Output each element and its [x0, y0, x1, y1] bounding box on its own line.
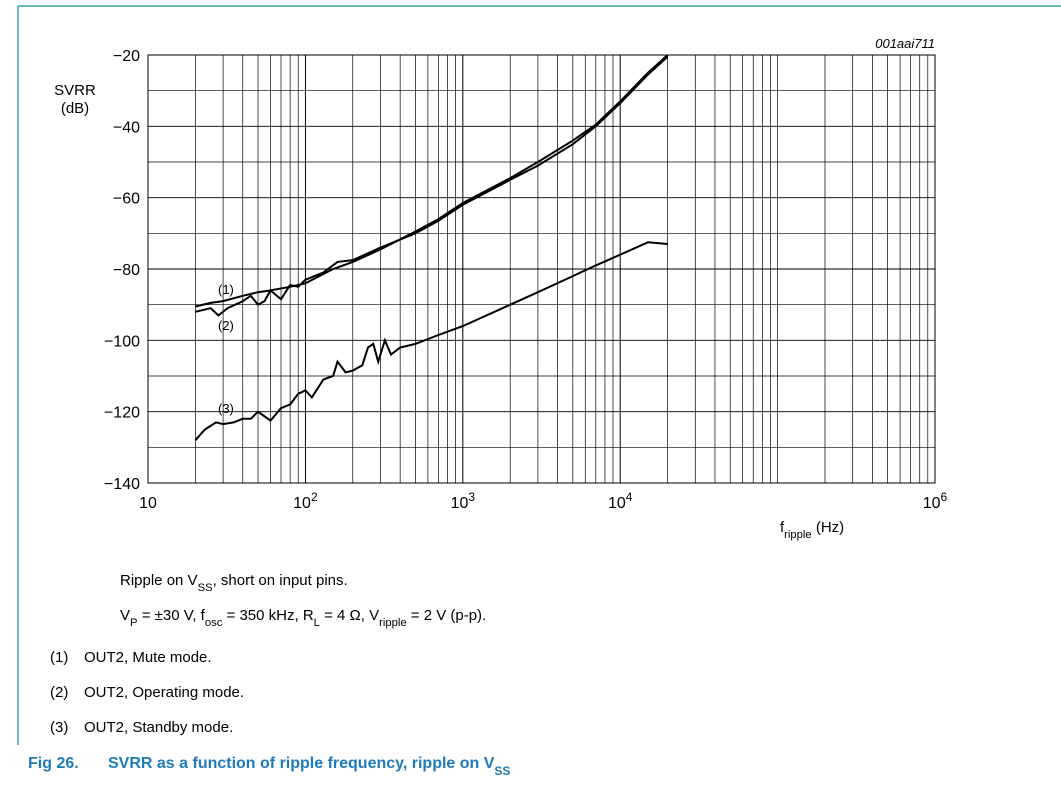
figure-title-part: SVRR as a function of ripple frequency, … [108, 755, 495, 772]
series-line [195, 54, 669, 308]
y-axis-label: (dB) [61, 100, 89, 117]
legend-number: (3) [50, 719, 68, 736]
x-tick-label: 104 [608, 490, 633, 512]
legend-text: OUT2, Operating mode. [84, 684, 244, 701]
figure-number: Fig 26. [28, 755, 79, 772]
x-axis-label-part: f [780, 519, 785, 536]
note: Ripple on VSS, short on input pins. [120, 572, 348, 594]
series-label: (3) [218, 401, 234, 416]
plot-frame [147, 54, 936, 484]
series-label: (1) [218, 282, 234, 297]
note-sub: SS [198, 582, 213, 594]
x-tick-label-part: 10 [451, 495, 469, 512]
x-axis-label: fripple (Hz) [780, 519, 844, 541]
note-part: , short on input pins. [213, 572, 348, 589]
legend-number: (1) [50, 649, 68, 666]
figure-title-sub: SS [494, 764, 510, 778]
note-sub: L [314, 617, 320, 629]
x-axis-label-part: (Hz) [812, 519, 845, 536]
legend-text: OUT2, Mute mode. [84, 649, 212, 666]
x-tick-label-part: 10 [923, 495, 941, 512]
note-part: = 2 V (p-p). [407, 607, 487, 624]
note-sub: ripple [379, 617, 407, 629]
series-line [194, 241, 668, 441]
note-part: = ±30 V, f [138, 607, 206, 624]
x-tick-label: 106 [923, 490, 948, 512]
y-tick-label: −100 [104, 333, 140, 350]
note-sub: osc [205, 617, 223, 629]
x-tick-label-sup: 3 [468, 490, 475, 504]
x-tick-label-part: 10 [608, 495, 626, 512]
x-tick-label-sup: 4 [626, 490, 633, 504]
series-line [195, 56, 669, 317]
note: VP = ±30 V, fosc = 350 kHz, RL = 4 Ω, Vr… [120, 607, 486, 629]
x-tick-label: 10 [139, 495, 157, 512]
x-axis-label-sub: ripple [784, 529, 812, 541]
figure-id: 001aai711 [875, 36, 935, 51]
legend-number: (2) [50, 684, 68, 701]
note-sub: P [130, 617, 138, 629]
note-part: = 350 kHz, R [222, 607, 313, 624]
y-tick-label: −60 [113, 191, 140, 208]
x-tick-label: 103 [451, 490, 476, 512]
y-tick-label: −120 [104, 405, 140, 422]
note-part: V [120, 607, 130, 624]
y-axis-label: SVRR [54, 82, 96, 99]
note-part: Ripple on V [120, 572, 198, 589]
x-tick-label-sup: 2 [311, 490, 318, 504]
legend-text: OUT2, Standby mode. [84, 719, 233, 736]
x-tick-label-part: 10 [293, 495, 311, 512]
figure-title: SVRR as a function of ripple frequency, … [108, 755, 510, 778]
x-tick-label: 102 [293, 490, 318, 512]
note-part: = 4 Ω, V [320, 607, 379, 624]
y-tick-label: −80 [113, 262, 140, 279]
x-tick-label-sup: 6 [941, 490, 948, 504]
y-tick-label: −140 [104, 476, 140, 493]
y-tick-label: −20 [113, 48, 140, 65]
series-label: (2) [218, 318, 234, 333]
y-tick-label: −40 [113, 119, 140, 136]
